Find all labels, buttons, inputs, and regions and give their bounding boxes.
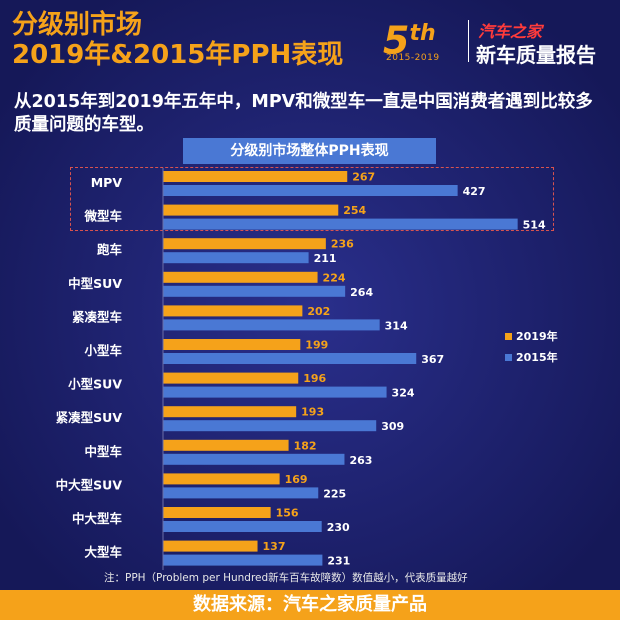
category-label: 紧凑型车 bbox=[72, 309, 123, 324]
legend-label-2015: 2015年 bbox=[516, 350, 558, 364]
footnote: 注：PPH（Problem per Hundred新车百车故障数）数值越小，代表… bbox=[104, 572, 468, 584]
report-name: 新车质量报告 bbox=[476, 43, 596, 67]
bar-2015 bbox=[163, 453, 345, 465]
category-label: 紧凑型SUV bbox=[56, 410, 123, 425]
category-label: 小型SUV bbox=[67, 377, 122, 392]
bar-2015 bbox=[163, 319, 380, 331]
value-label-2015: 263 bbox=[349, 454, 372, 467]
value-label-2019: 202 bbox=[307, 305, 330, 318]
bar-2015 bbox=[163, 521, 322, 532]
category-label: 中大型车 bbox=[72, 511, 123, 526]
legend-label-2019: 2019年 bbox=[516, 329, 558, 343]
value-label-2015: 231 bbox=[327, 555, 350, 568]
value-label-2015: 211 bbox=[314, 252, 337, 265]
bar-2015 bbox=[163, 386, 387, 398]
bar-2015 bbox=[163, 420, 377, 432]
bar-2019 bbox=[163, 305, 303, 317]
category-label: 中型SUV bbox=[68, 276, 122, 291]
logo-years: 2015-2019 bbox=[386, 53, 440, 63]
logo-5-text: 5 bbox=[383, 18, 410, 63]
bar-2019 bbox=[163, 439, 289, 451]
legend-swatch-2015 bbox=[505, 354, 512, 361]
value-label-2015: 314 bbox=[385, 319, 408, 332]
bar-2019 bbox=[163, 171, 348, 182]
bar-2015 bbox=[163, 285, 346, 297]
value-label-2019: 254 bbox=[343, 204, 366, 217]
category-label: 中型车 bbox=[84, 444, 122, 459]
bar-2015 bbox=[163, 487, 319, 499]
category-label: 小型车 bbox=[83, 343, 122, 358]
bar-2015 bbox=[163, 185, 458, 196]
bar-2019 bbox=[163, 372, 299, 384]
value-label-2019: 196 bbox=[303, 372, 326, 385]
value-label-2015: 514 bbox=[523, 219, 546, 232]
chart-title: 分级别市场整体PPH表现 bbox=[183, 138, 436, 164]
bar-2019 bbox=[163, 271, 318, 283]
bar-2015 bbox=[163, 353, 417, 364]
bar-2019 bbox=[163, 406, 297, 418]
value-label-2015: 324 bbox=[392, 387, 415, 400]
category-label: 微型车 bbox=[83, 209, 122, 224]
value-label-2015: 230 bbox=[327, 521, 350, 534]
source-footer: 数据来源：汽车之家质量产品 bbox=[0, 590, 620, 620]
brand-logo: 汽车之家 bbox=[478, 22, 543, 41]
value-label-2019: 236 bbox=[331, 238, 354, 251]
legend-swatch-2019 bbox=[505, 333, 512, 340]
category-label: MPV bbox=[91, 175, 123, 190]
page-title-line2: 2019年&2015年PPH表现 bbox=[12, 40, 344, 70]
bar-2019 bbox=[163, 507, 271, 518]
category-label: 跑车 bbox=[97, 242, 123, 257]
bar-2015 bbox=[163, 218, 518, 230]
category-label: 大型车 bbox=[84, 545, 122, 560]
value-label-2015: 367 bbox=[421, 353, 444, 366]
value-label-2019: 182 bbox=[294, 439, 317, 452]
value-label-2019: 169 bbox=[285, 473, 308, 486]
subtitle: 从2015年到2019年五年中，MPV和微型车一直是中国消费者遇到比较多质量问题… bbox=[14, 92, 593, 135]
bar-2019 bbox=[163, 204, 339, 216]
bar-2015 bbox=[163, 554, 323, 566]
bar-2019 bbox=[163, 339, 301, 350]
bar-2019 bbox=[163, 238, 326, 250]
logo-divider bbox=[468, 20, 469, 62]
value-label-2019: 224 bbox=[323, 271, 346, 284]
value-label-2015: 427 bbox=[463, 185, 486, 198]
value-label-2019: 267 bbox=[352, 171, 375, 184]
value-label-2019: 193 bbox=[301, 406, 324, 419]
value-label-2019: 137 bbox=[263, 540, 286, 553]
bar-2019 bbox=[163, 473, 280, 485]
logo-th-text: th bbox=[409, 21, 436, 46]
value-label-2019: 199 bbox=[305, 339, 328, 352]
bar-2015 bbox=[163, 252, 309, 264]
category-label: 中大型SUV bbox=[56, 477, 123, 492]
highlight-box bbox=[70, 167, 554, 231]
value-label-2015: 264 bbox=[350, 286, 373, 299]
anniversary-logo: 5th bbox=[383, 14, 436, 61]
value-label-2015: 309 bbox=[381, 420, 404, 433]
page-title-line1: 分级别市场 bbox=[12, 10, 143, 40]
value-label-2019: 156 bbox=[276, 507, 299, 520]
bar-2019 bbox=[163, 540, 258, 552]
value-label-2015: 225 bbox=[323, 487, 346, 500]
